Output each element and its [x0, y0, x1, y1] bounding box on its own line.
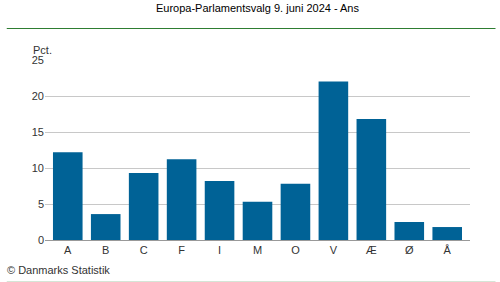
- svg-text:25: 25: [32, 54, 44, 66]
- svg-text:V: V: [330, 244, 338, 256]
- svg-text:Pct.: Pct.: [33, 44, 52, 56]
- svg-text:15: 15: [32, 126, 44, 138]
- svg-text:Æ: Æ: [366, 244, 377, 256]
- svg-text:O: O: [291, 244, 300, 256]
- svg-text:0: 0: [38, 234, 44, 246]
- svg-text:Ø: Ø: [405, 244, 414, 256]
- svg-text:20: 20: [32, 90, 44, 102]
- svg-text:B: B: [102, 244, 109, 256]
- svg-text:F: F: [178, 244, 185, 256]
- svg-text:10: 10: [32, 162, 44, 174]
- svg-text:5: 5: [38, 198, 44, 210]
- svg-text:Europa-Parlamentsvalg 9. juni: Europa-Parlamentsvalg 9. juni 2024 - Ans: [156, 2, 360, 14]
- svg-text:I: I: [218, 244, 221, 256]
- svg-text:Å: Å: [444, 244, 452, 256]
- svg-text:C: C: [140, 244, 148, 256]
- svg-text:© Danmarks Statistik: © Danmarks Statistik: [7, 264, 110, 276]
- svg-text:M: M: [253, 244, 262, 256]
- svg-text:A: A: [64, 244, 72, 256]
